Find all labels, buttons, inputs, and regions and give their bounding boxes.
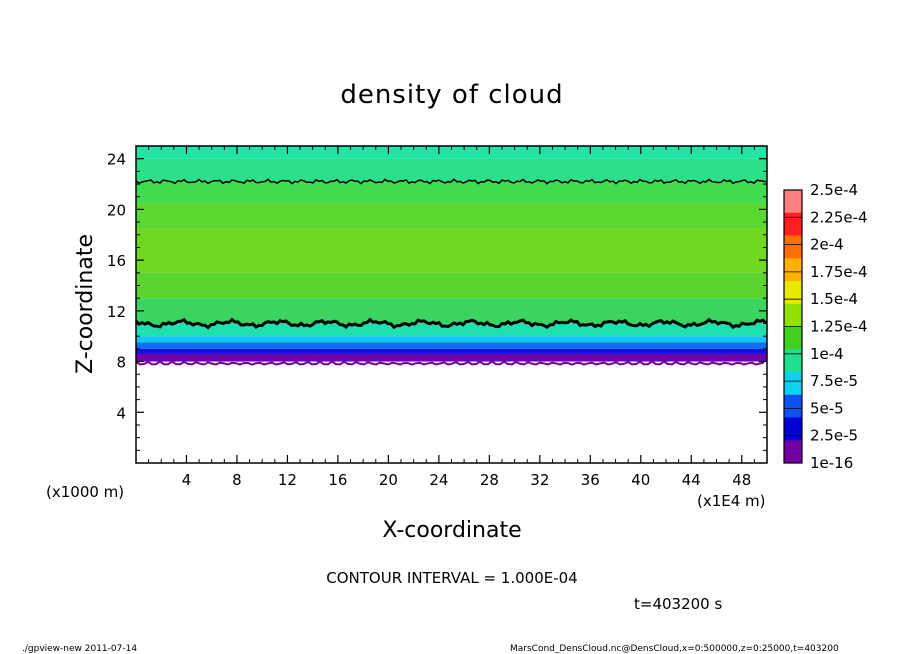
field-band-11: [136, 353, 767, 362]
x-tick-label-3: 16: [328, 471, 347, 489]
x-tick-label-1: 8: [232, 471, 242, 489]
colorbar-label-2: 2e-4: [810, 236, 844, 254]
colorbar-label-3: 1.75e-4: [810, 263, 868, 281]
field-band-7: [136, 323, 767, 337]
colorbar-segment-5: [784, 303, 802, 327]
y-tick-label-3: 16: [107, 252, 126, 270]
x-tick-label-2: 12: [278, 471, 297, 489]
x-tick-label-0: 4: [182, 471, 192, 489]
colorbar-label-0: 2.5e-4: [810, 181, 858, 199]
field-band-2: [136, 181, 767, 204]
colorbar: 2.5e-4 2.25e-4 2e-4 1.75e-4 1.5e-4 1.25e-4 1e-…: [783, 181, 868, 472]
field-band-3: [136, 203, 767, 229]
x-tick-label-7: 32: [530, 471, 549, 489]
colorbar-label-9: 2.5e-5: [810, 427, 858, 445]
colorbar-label-4: 1.5e-4: [810, 290, 858, 308]
colorbar-segment-9: [784, 394, 802, 418]
colorbar-segment-3: [784, 258, 802, 282]
x-unit-label: (x1E4 m): [697, 492, 766, 510]
time-label: t=403200 s: [634, 595, 722, 613]
colorbar-segment-0: [784, 190, 802, 214]
field-band-10: [136, 348, 767, 354]
x-tick-label-10: 44: [682, 471, 701, 489]
colorbar-segment-2: [784, 235, 802, 259]
contour-interval-note: CONTOUR INTERVAL = 1.000E-04: [326, 569, 577, 587]
colorbar-segment-10: [784, 417, 802, 441]
contour-line-1: [134, 317, 768, 330]
colorbar-segment-7: [784, 349, 802, 373]
colorbar-label-1: 2.25e-4: [810, 208, 868, 226]
x-tick-label-11: 48: [732, 471, 751, 489]
colorbar-label-5: 1.25e-4: [810, 318, 868, 336]
colorbar-label-6: 1e-4: [810, 345, 844, 363]
y-tick-label-4: 20: [107, 201, 126, 219]
field-band-0: [136, 146, 767, 159]
field-band-1: [136, 158, 767, 182]
field-band-6: [136, 298, 767, 324]
footer-right: MarsCond_DensCloud.nc@DensCloud,x=0:5000…: [510, 644, 839, 654]
colorbar-segment-4: [784, 281, 802, 305]
field-band-5: [136, 272, 767, 299]
chart-title: density of cloud: [340, 80, 563, 110]
colorbar-segment-1: [784, 212, 802, 236]
colorbar-segment-11: [784, 440, 802, 464]
y-tick-label-2: 12: [107, 303, 126, 321]
y-axis-label: Z-coordinate: [73, 234, 98, 374]
footer-left: ./gpview-new 2011-07-14: [22, 644, 137, 654]
x-tick-label-8: 36: [581, 471, 600, 489]
y-axis-ticks: 4 8 12 16 20 24: [107, 151, 767, 451]
y-tick-label-1: 8: [116, 354, 126, 372]
x-axis-label: X-coordinate: [382, 518, 521, 543]
cloud-base-edge: [135, 360, 765, 366]
y-tick-label-5: 24: [107, 151, 126, 169]
colorbar-label-7: 7.5e-5: [810, 372, 858, 390]
field-band-4: [136, 228, 767, 273]
x-tick-label-6: 28: [480, 471, 499, 489]
y-tick-label-0: 4: [116, 404, 126, 422]
x-tick-label-9: 40: [631, 471, 650, 489]
colorbar-segment-6: [784, 326, 802, 350]
x-tick-label-4: 20: [379, 471, 398, 489]
contour-lines: [134, 178, 768, 366]
contour-line-0: [135, 178, 767, 185]
x-axis-ticks: 4 8 12 16 20 24 28 32 36 40 44 48: [148, 146, 755, 489]
colorbar-label-10: 1e-16: [810, 454, 853, 472]
colorbar-segment-8: [784, 372, 802, 396]
y-unit-label: (x1000 m): [46, 483, 124, 501]
density-field: [136, 146, 767, 362]
field-band-9: [136, 342, 767, 349]
colorbar-label-8: 5e-5: [810, 399, 844, 417]
x-tick-label-5: 24: [429, 471, 448, 489]
field-band-8: [136, 336, 767, 343]
